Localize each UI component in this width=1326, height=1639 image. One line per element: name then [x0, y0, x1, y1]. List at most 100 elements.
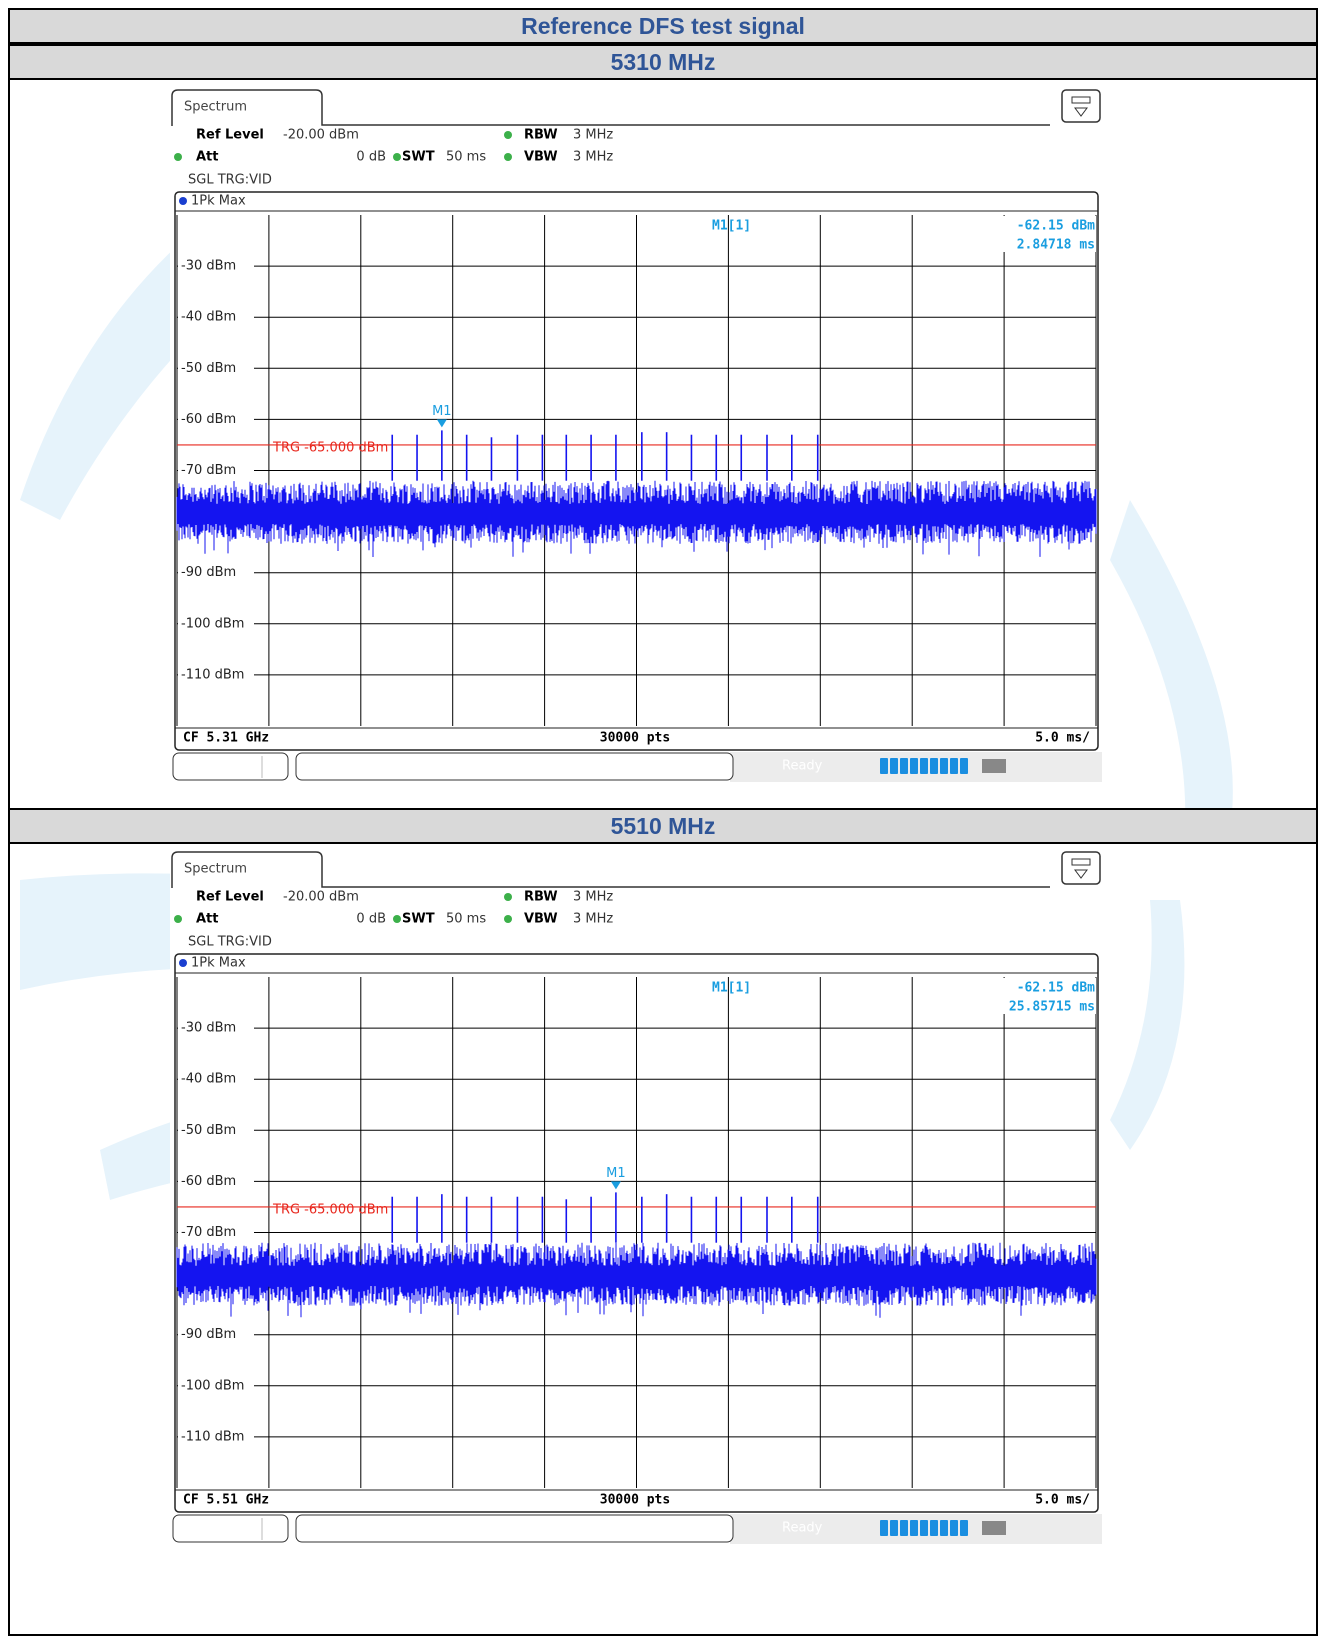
status-dot — [504, 915, 512, 923]
label-bg — [178, 615, 254, 632]
y-tick-label: -90 dBm — [181, 1327, 236, 1342]
menu-icon-bar — [1071, 858, 1091, 866]
marker-time: 2.84718 ms — [1017, 238, 1095, 253]
setting-value: 50 ms — [446, 150, 486, 165]
setting-value: -20.00 dBm — [283, 890, 359, 905]
progress-seg — [890, 758, 898, 774]
marker-time: 25.85715 ms — [1009, 1000, 1095, 1015]
y-tick-label: -110 dBm — [181, 667, 244, 682]
trigger-mode: SGL TRG:VID — [188, 935, 272, 950]
y-tick-label: -50 dBm — [181, 1123, 236, 1138]
tab-label: Spectrum — [184, 862, 247, 877]
progress-seg — [880, 1520, 888, 1536]
setting-label: SWT — [402, 150, 435, 165]
setting-label: SWT — [402, 912, 435, 927]
trigger-label: TRG -65.000 dBm — [272, 1202, 388, 1217]
y-tick-label: -50 dBm — [181, 361, 236, 376]
y-tick-label: -100 dBm — [181, 1378, 244, 1393]
progress-seg — [960, 758, 968, 774]
setting-label: RBW — [524, 890, 558, 905]
setting-label: Att — [196, 912, 219, 927]
y-tick-label: -100 dBm — [181, 616, 244, 631]
trace-label: 1Pk Max — [191, 956, 246, 971]
label-bg — [178, 1377, 254, 1394]
status-box — [172, 1514, 289, 1543]
watermark-arc — [1110, 900, 1185, 1150]
y-tick-label: -60 dBm — [181, 1174, 236, 1189]
setting-label: Att — [196, 150, 219, 165]
marker-label: M1 — [432, 404, 452, 419]
y-tick-label: -60 dBm — [181, 412, 236, 427]
status-dot — [393, 915, 401, 923]
progress-seg — [880, 758, 888, 774]
tab-label: Spectrum — [184, 100, 247, 115]
status-text: Ready — [782, 759, 823, 774]
progress-seg — [900, 1520, 908, 1536]
setting-label: VBW — [524, 150, 558, 165]
y-tick-label: -70 dBm — [181, 463, 236, 478]
center-freq: CF 5.51 GHz — [183, 1493, 269, 1508]
y-tick-label: -30 dBm — [181, 259, 236, 274]
noise-trace — [176, 1242, 1097, 1318]
label-bg — [178, 1071, 254, 1088]
progress-seg — [940, 1520, 948, 1536]
menu-icon-arrow — [1074, 869, 1088, 879]
trace-label: 1Pk Max — [191, 194, 246, 209]
label-bg — [178, 1122, 254, 1139]
y-tick-label: -30 dBm — [181, 1021, 236, 1036]
setting-value: 3 MHz — [573, 128, 613, 143]
marker-level: -62.15 dBm — [1017, 981, 1095, 996]
menu-icon-arrow — [1074, 107, 1088, 117]
y-tick-label: -40 dBm — [181, 1072, 236, 1087]
sweep-scale: 5.0 ms/ — [1035, 1493, 1090, 1508]
row-caption: 5310 MHz — [8, 44, 1318, 80]
label-bg — [178, 258, 254, 275]
status-dot — [504, 893, 512, 901]
noise-trace — [176, 480, 1097, 557]
tab — [171, 89, 1050, 126]
status-text: Ready — [782, 1521, 823, 1536]
sweep-scale: 5.0 ms/ — [1035, 731, 1090, 746]
setting-label: VBW — [524, 912, 558, 927]
progress-seg — [950, 1520, 958, 1536]
progress-seg — [950, 758, 958, 774]
trigger-mode: SGL TRG:VID — [188, 173, 272, 188]
status-dot — [504, 153, 512, 161]
center-freq: CF 5.31 GHz — [183, 731, 269, 746]
progress-seg — [940, 758, 948, 774]
row-caption: 5510 MHz — [8, 808, 1318, 844]
label-bg — [178, 666, 254, 683]
label-bg — [178, 564, 254, 581]
progress-seg — [920, 758, 928, 774]
tab — [171, 851, 1050, 888]
label-bg — [178, 1173, 254, 1190]
label-bg — [178, 309, 254, 326]
y-tick-label: -70 dBm — [181, 1225, 236, 1240]
progress-seg — [910, 1520, 918, 1536]
label-bg — [178, 360, 254, 377]
setting-value: 3 MHz — [573, 912, 613, 927]
setting-value: 3 MHz — [573, 150, 613, 165]
marker-triangle — [610, 1181, 621, 1190]
status-box — [172, 752, 289, 781]
setting-value: 0 dB — [356, 150, 386, 165]
readout-bg — [990, 216, 1096, 252]
y-tick-label: -110 dBm — [181, 1429, 244, 1444]
marker-triangle — [436, 419, 447, 428]
progress-seg — [930, 1520, 938, 1536]
status-dot — [174, 153, 182, 161]
menu-icon — [1061, 89, 1101, 123]
status-dot — [393, 153, 401, 161]
trace-dot — [179, 959, 187, 967]
menu-icon — [1061, 851, 1101, 885]
label-bg — [178, 411, 254, 428]
points: 30000 pts — [600, 1493, 670, 1508]
status-box — [295, 752, 734, 781]
progress-seg — [960, 1520, 968, 1536]
table-title: Reference DFS test signal — [8, 8, 1318, 44]
setting-value: 3 MHz — [573, 890, 613, 905]
marker-name: M1[1] — [712, 219, 751, 234]
label-bg — [178, 1020, 254, 1037]
setting-label: Ref Level — [196, 890, 264, 905]
y-tick-label: -90 dBm — [181, 565, 236, 580]
